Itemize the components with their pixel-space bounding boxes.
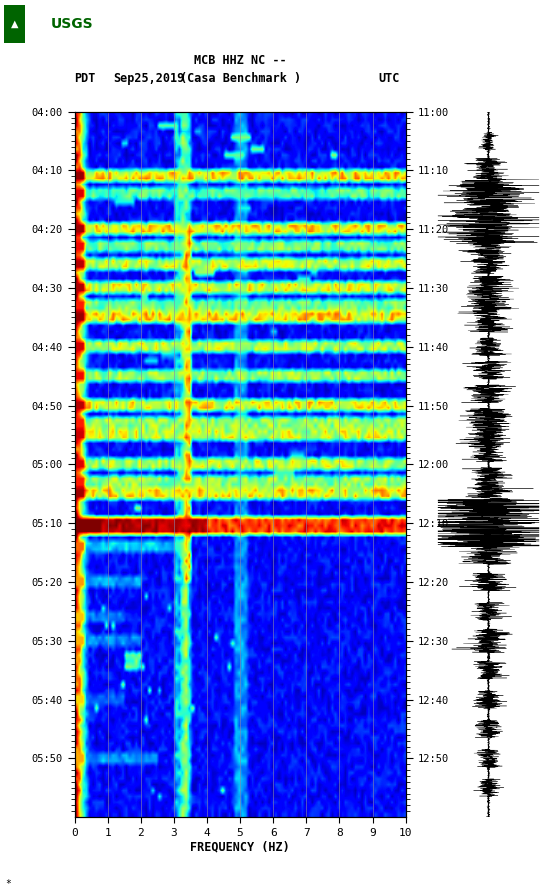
- Text: UTC: UTC: [379, 71, 400, 85]
- Text: ▲: ▲: [10, 19, 18, 29]
- Text: PDT: PDT: [75, 71, 96, 85]
- Text: USGS: USGS: [50, 17, 93, 31]
- FancyBboxPatch shape: [4, 5, 24, 43]
- X-axis label: FREQUENCY (HZ): FREQUENCY (HZ): [190, 840, 290, 854]
- Text: Sep25,2019: Sep25,2019: [113, 71, 184, 85]
- Text: *: *: [6, 879, 12, 889]
- Text: (Casa Benchmark ): (Casa Benchmark ): [179, 71, 301, 85]
- Text: MCB HHZ NC --: MCB HHZ NC --: [194, 54, 286, 67]
